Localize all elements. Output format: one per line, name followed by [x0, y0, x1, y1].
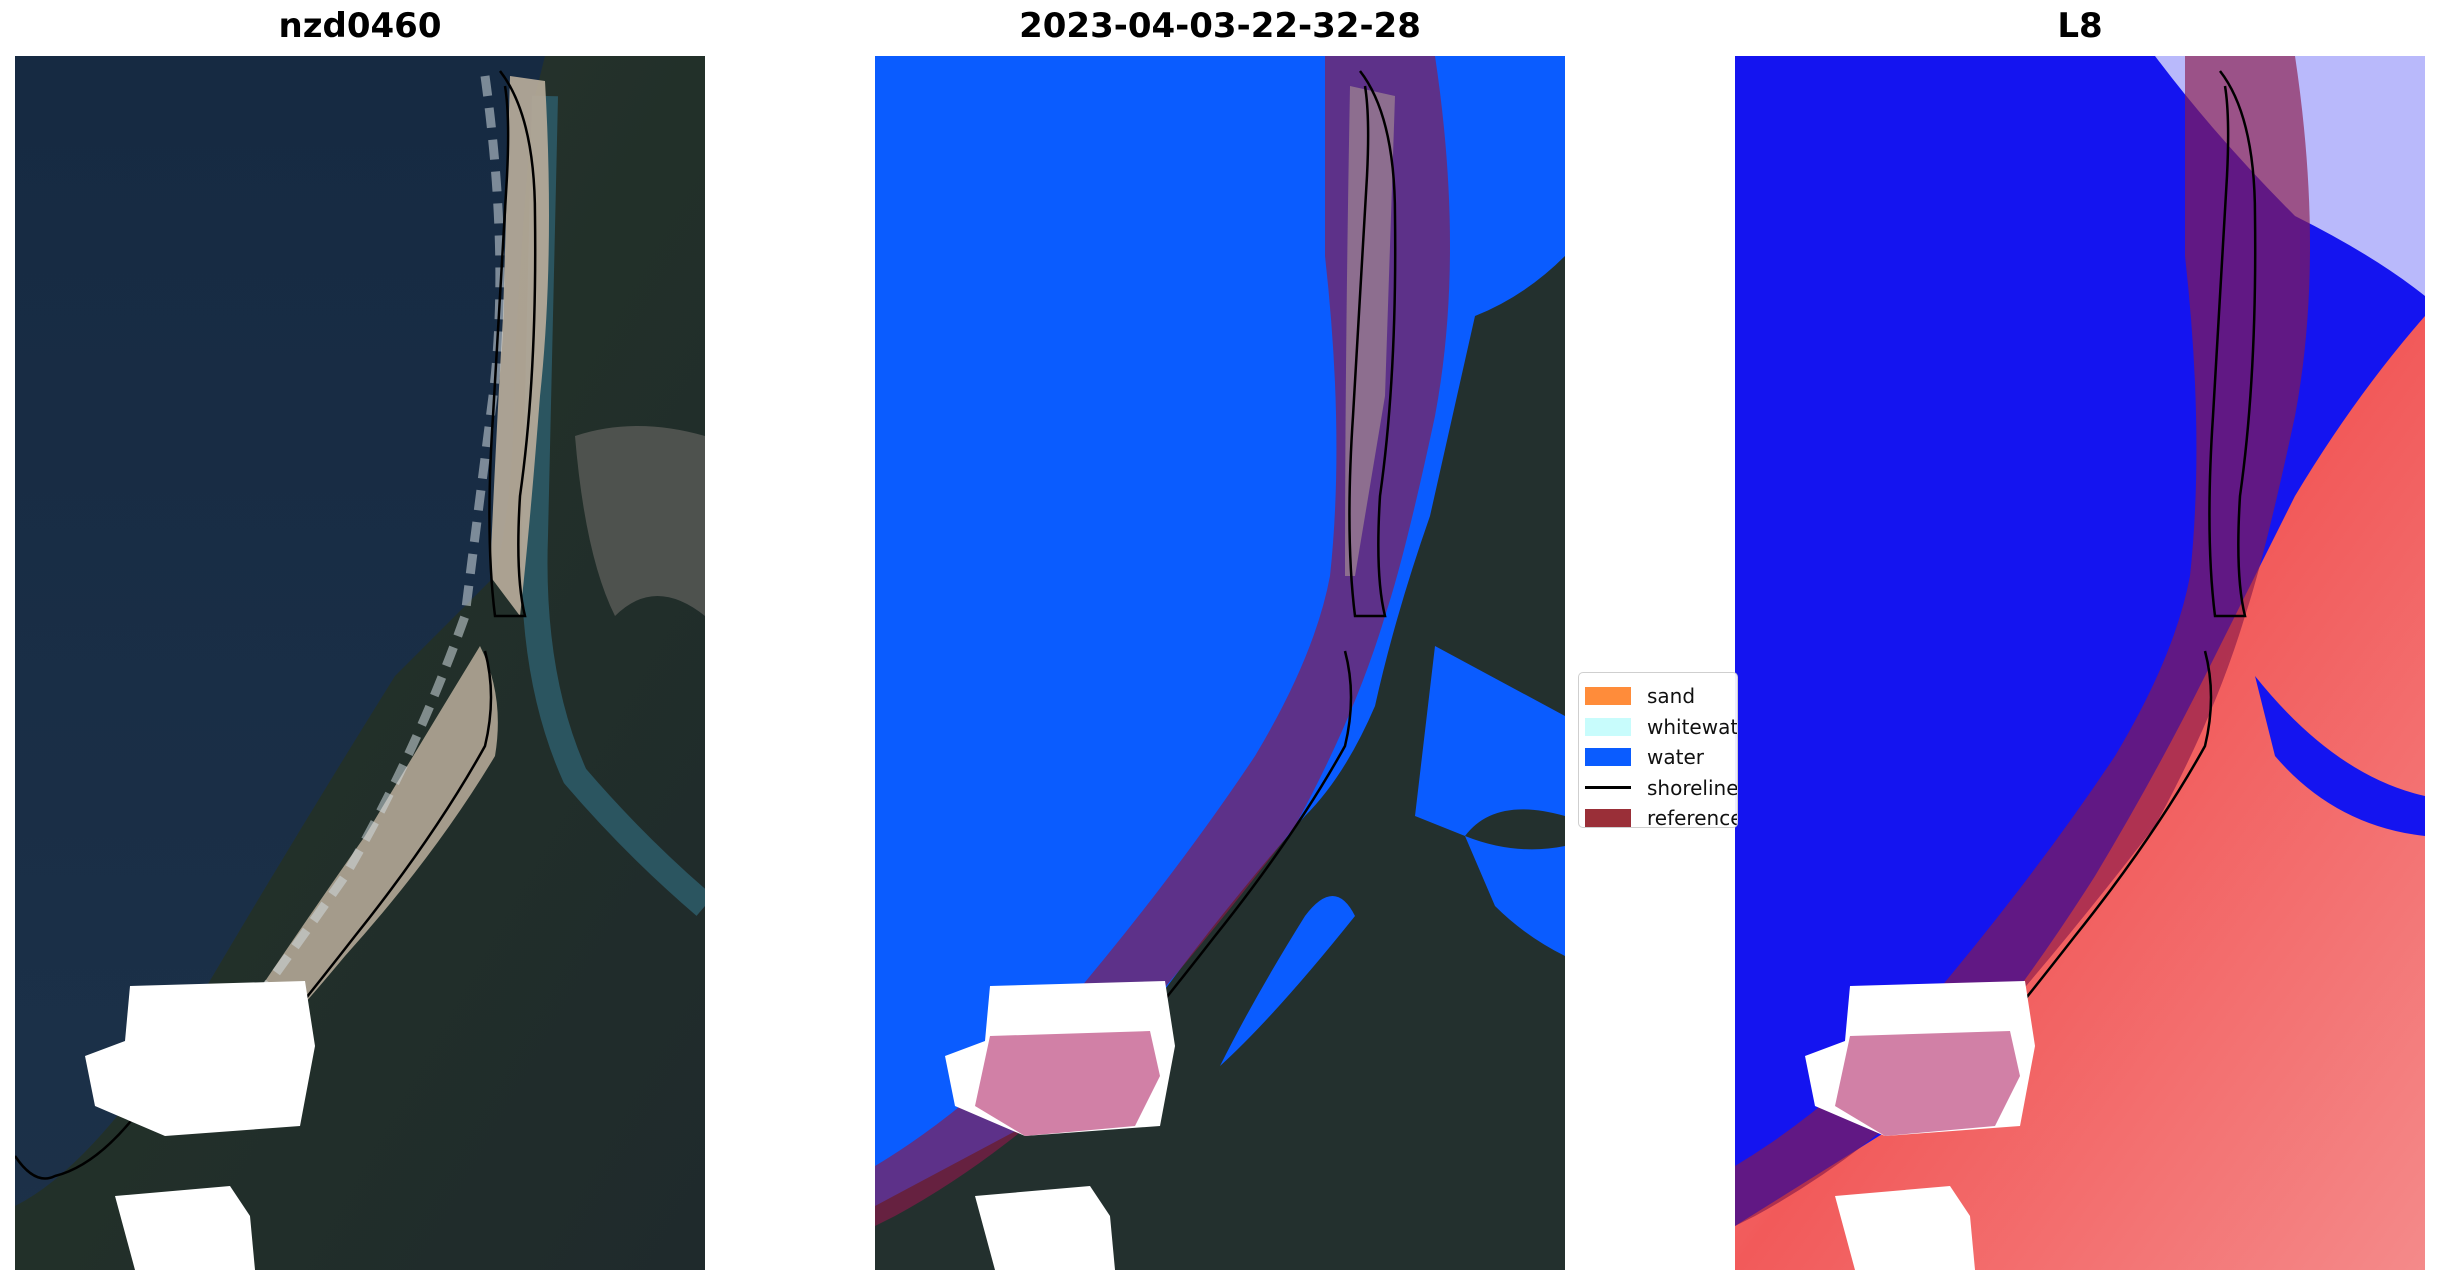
legend-label-sand: sand [1647, 684, 1696, 709]
legend-item-shoreline: shoreline [1579, 773, 1737, 804]
legend-label-whitewater: whitewater [1647, 714, 1738, 739]
legend-swatch-reference [1585, 809, 1631, 827]
legend-label-shoreline: shoreline [1647, 775, 1738, 800]
panel-title-rgb: nzd0460 [278, 6, 442, 46]
classified-image [875, 56, 1565, 1270]
cloud-mask-2 [1835, 1186, 1975, 1270]
legend-item-reference: reference [1579, 803, 1738, 828]
classified-image-panel [875, 56, 1565, 1270]
tidal-flats [575, 426, 705, 616]
cloud-mask-1 [85, 981, 315, 1136]
index-land [1735, 316, 2425, 1270]
legend-swatch-whitewater [1585, 717, 1631, 736]
rgb-image-panel [15, 56, 705, 1270]
rgb-image [15, 56, 705, 1270]
legend-swatch-water [1585, 748, 1631, 767]
water-class-river [1220, 836, 1565, 1066]
legend-item-sand: sand [1579, 681, 1737, 712]
legend: sand whitewater water shoreline referenc… [1578, 672, 1738, 828]
cloud-overlay [1835, 1031, 2020, 1136]
panel-title-index: L8 [2057, 6, 2103, 46]
legend-item-water: water [1579, 742, 1737, 773]
cloud-overlay [975, 1031, 1160, 1136]
index-river [2255, 676, 2425, 836]
legend-label-water: water [1647, 745, 1704, 770]
cloud-mask-2 [115, 1186, 255, 1270]
cloud-mask-2 [975, 1186, 1115, 1270]
legend-swatch-sand [1585, 687, 1631, 706]
legend-item-whitewater: whitewater [1579, 712, 1737, 743]
shoreline-south-tip [15, 1115, 136, 1180]
sand-pixels [1345, 86, 1395, 576]
index-image-panel [1735, 56, 2425, 1270]
panel-title-classified: 2023-04-03-22-32-28 [1019, 6, 1421, 46]
index-image [1735, 56, 2425, 1270]
legend-line-shoreline [1585, 786, 1631, 790]
legend-label-reference: reference [1647, 806, 1738, 828]
